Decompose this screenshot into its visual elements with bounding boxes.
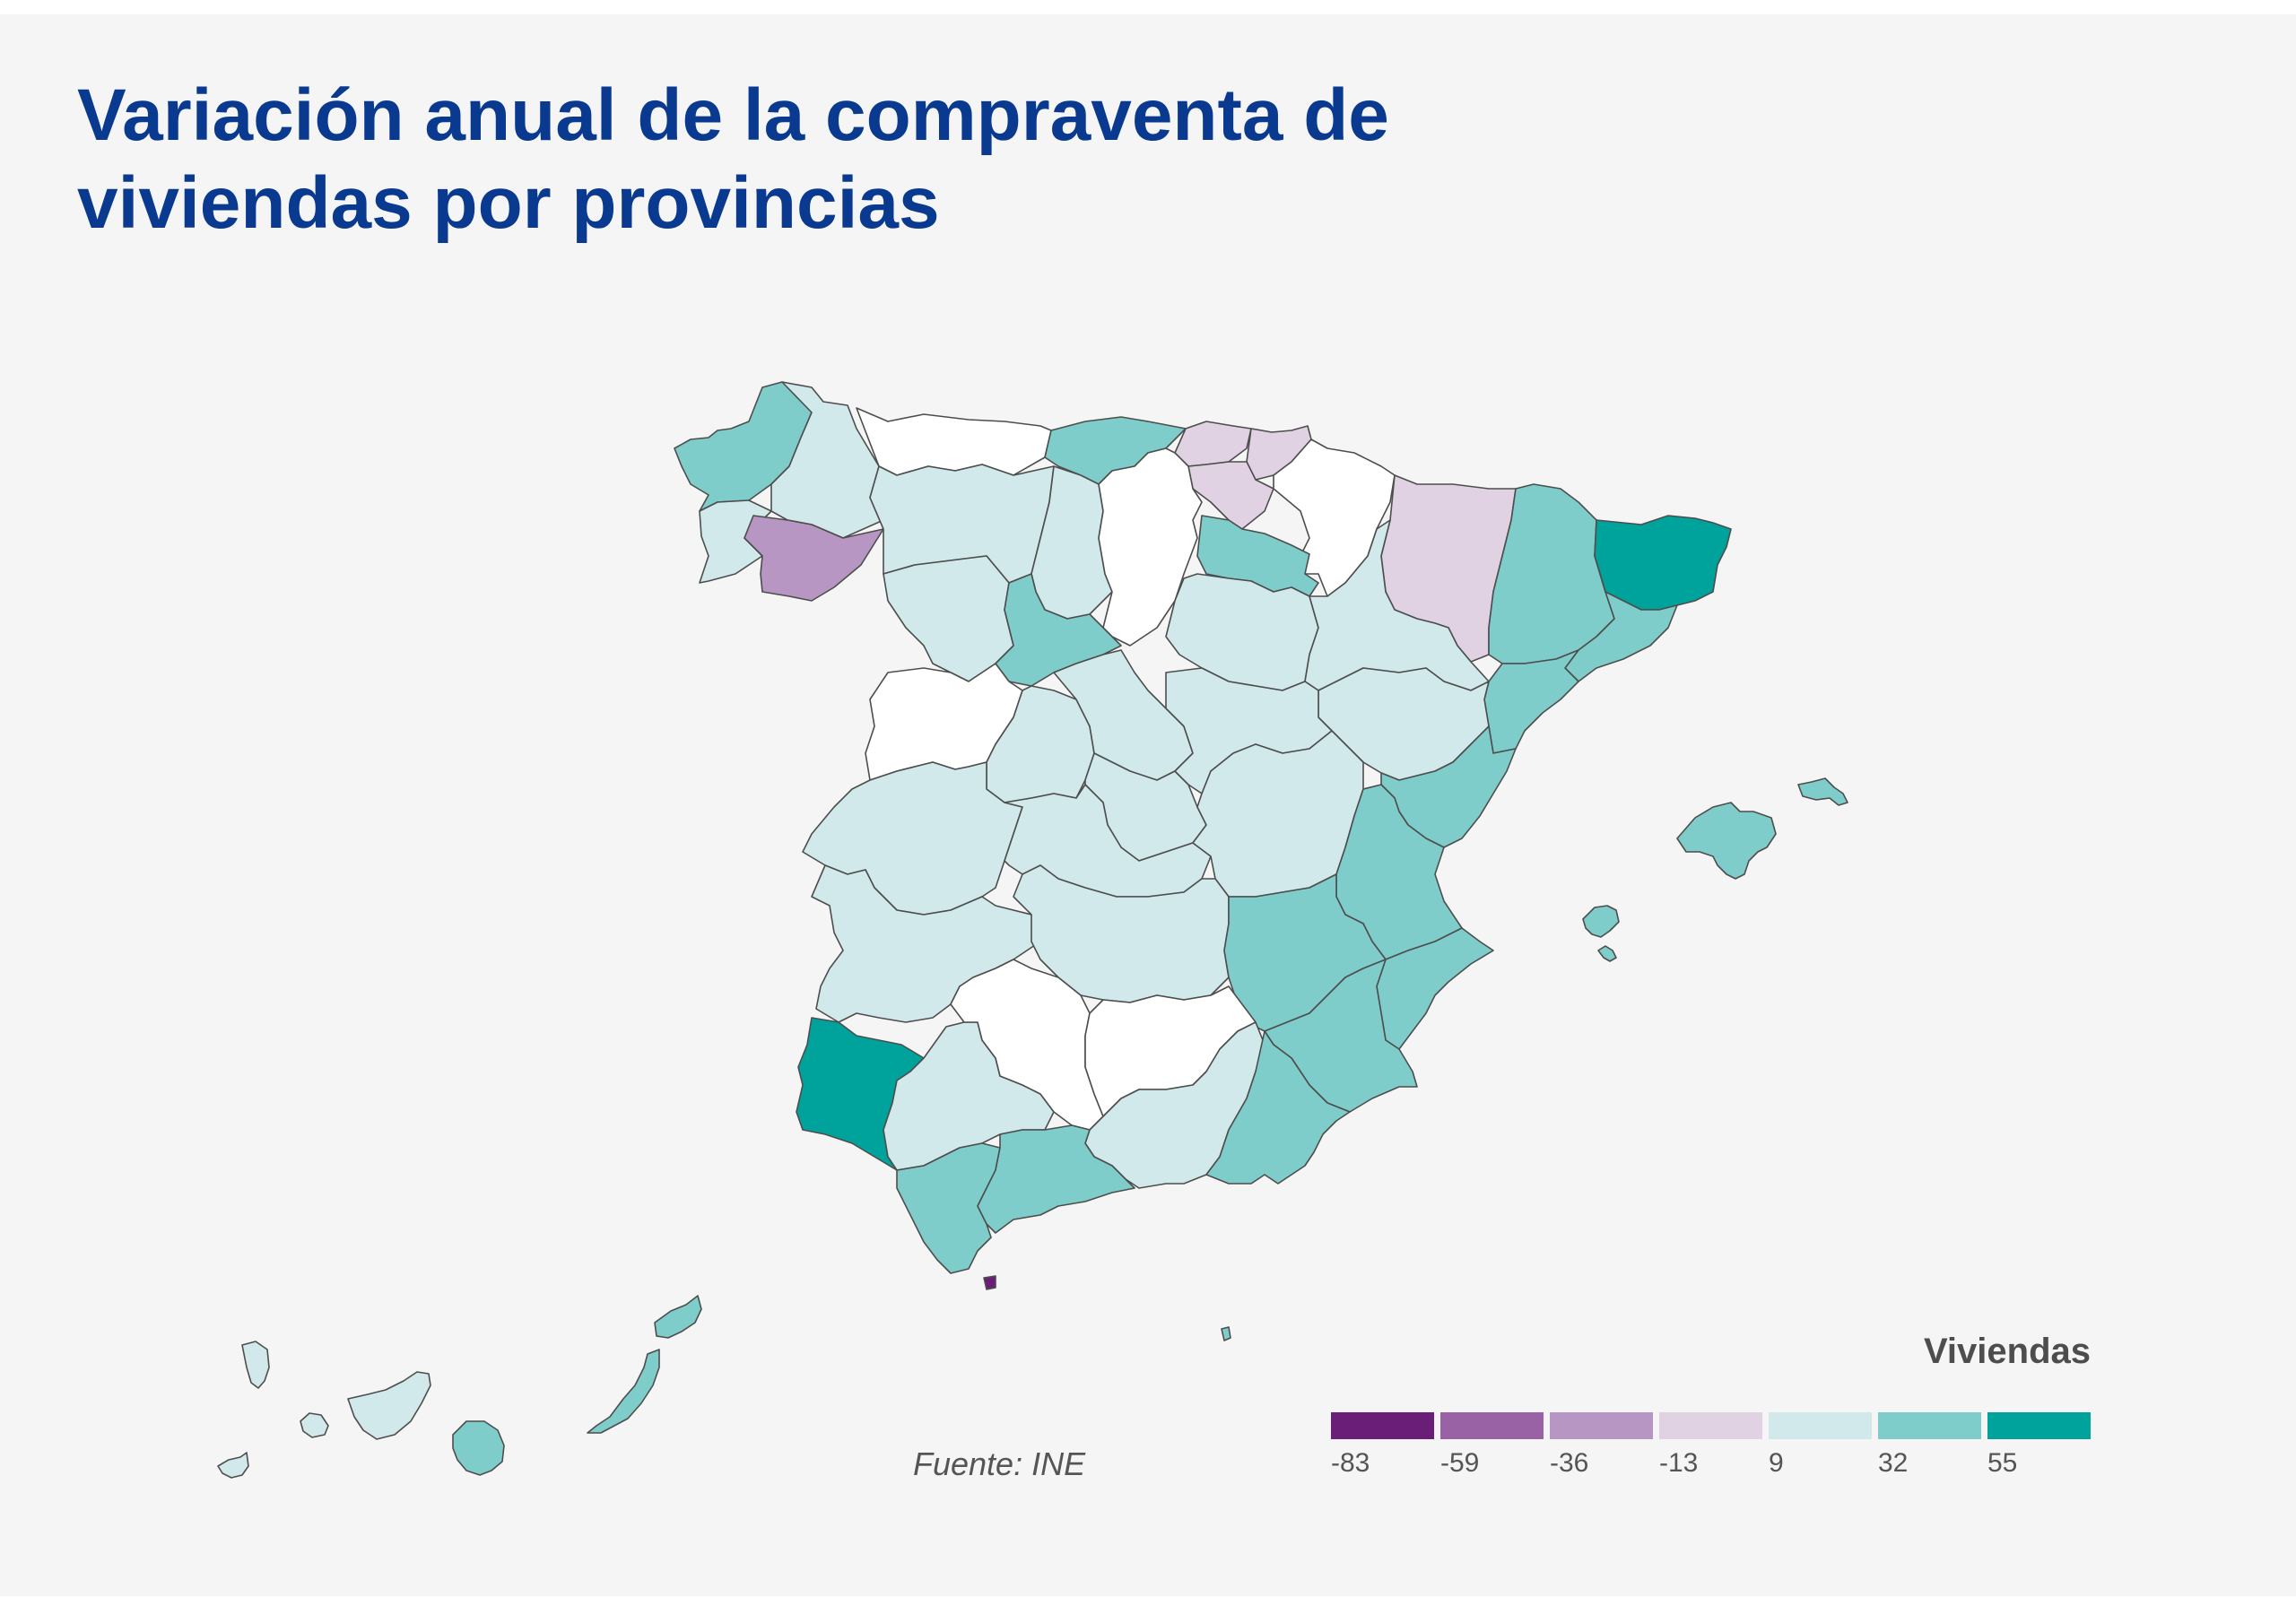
legend-tick-label: -36 xyxy=(1550,1448,1589,1478)
legend-tick-label: -59 xyxy=(1440,1448,1480,1478)
legend-swatch[interactable] xyxy=(1440,1412,1544,1439)
legend-swatch[interactable] xyxy=(1550,1412,1653,1439)
province-la-gomera[interactable] xyxy=(300,1412,329,1438)
legend-swatch[interactable] xyxy=(1659,1412,1762,1439)
province-caceres[interactable] xyxy=(802,761,1023,916)
province-alava[interactable] xyxy=(1187,461,1274,530)
map-title: Variación anual de la compraventa de viv… xyxy=(77,72,1602,247)
legend-swatches xyxy=(1331,1412,2091,1439)
province-ibiza[interactable] xyxy=(1582,905,1620,938)
legend-swatch[interactable] xyxy=(1331,1412,1434,1439)
province-menorca[interactable] xyxy=(1797,777,1848,806)
province-cadiz[interactable] xyxy=(896,1142,1001,1274)
province-la-palma[interactable] xyxy=(241,1341,270,1389)
province-lanzarote[interactable] xyxy=(654,1295,702,1339)
province-fuerteventura[interactable] xyxy=(587,1349,660,1434)
title-line-1: Variación anual de la compraventa de xyxy=(77,74,1389,156)
legend-tick-label: 55 xyxy=(1987,1448,2018,1478)
province-melilla[interactable] xyxy=(1221,1326,1231,1341)
legend-tick-label: 32 xyxy=(1878,1448,1909,1478)
legend-ticks: -83 -59 -36 -13 9 32 55 xyxy=(1331,1448,2091,1479)
province-zamora[interactable] xyxy=(883,555,1014,682)
title-line-2: viviendas por provincias xyxy=(77,162,940,244)
province-gran-canaria[interactable] xyxy=(452,1420,505,1476)
legend-tick-label: -13 xyxy=(1659,1448,1699,1478)
legend-tick-label: -83 xyxy=(1331,1448,1370,1478)
province-almeria[interactable] xyxy=(1205,1030,1351,1185)
province-girona[interactable] xyxy=(1594,515,1732,611)
province-malaga[interactable] xyxy=(977,1124,1135,1234)
legend-swatch[interactable] xyxy=(1987,1412,2091,1439)
province-asturias[interactable] xyxy=(856,407,1052,476)
province-mallorca[interactable] xyxy=(1676,802,1777,880)
legend-tick-label: 9 xyxy=(1769,1448,1784,1478)
province-ceuta[interactable] xyxy=(983,1275,996,1290)
source-note: Fuente: INE xyxy=(913,1445,1086,1482)
province-tenerife[interactable] xyxy=(347,1371,431,1440)
province-el-hierro[interactable] xyxy=(217,1452,249,1479)
legend-swatch[interactable] xyxy=(1769,1412,1872,1439)
province-tarragona[interactable] xyxy=(1483,649,1579,754)
province-ourense[interactable] xyxy=(744,515,884,602)
legend-swatch[interactable] xyxy=(1878,1412,1981,1439)
province-formentera[interactable] xyxy=(1597,945,1617,962)
legend-title: Viviendas xyxy=(1923,1332,2091,1371)
province-barcelona[interactable] xyxy=(1564,555,1678,682)
province-bizkaia[interactable] xyxy=(1174,421,1252,467)
